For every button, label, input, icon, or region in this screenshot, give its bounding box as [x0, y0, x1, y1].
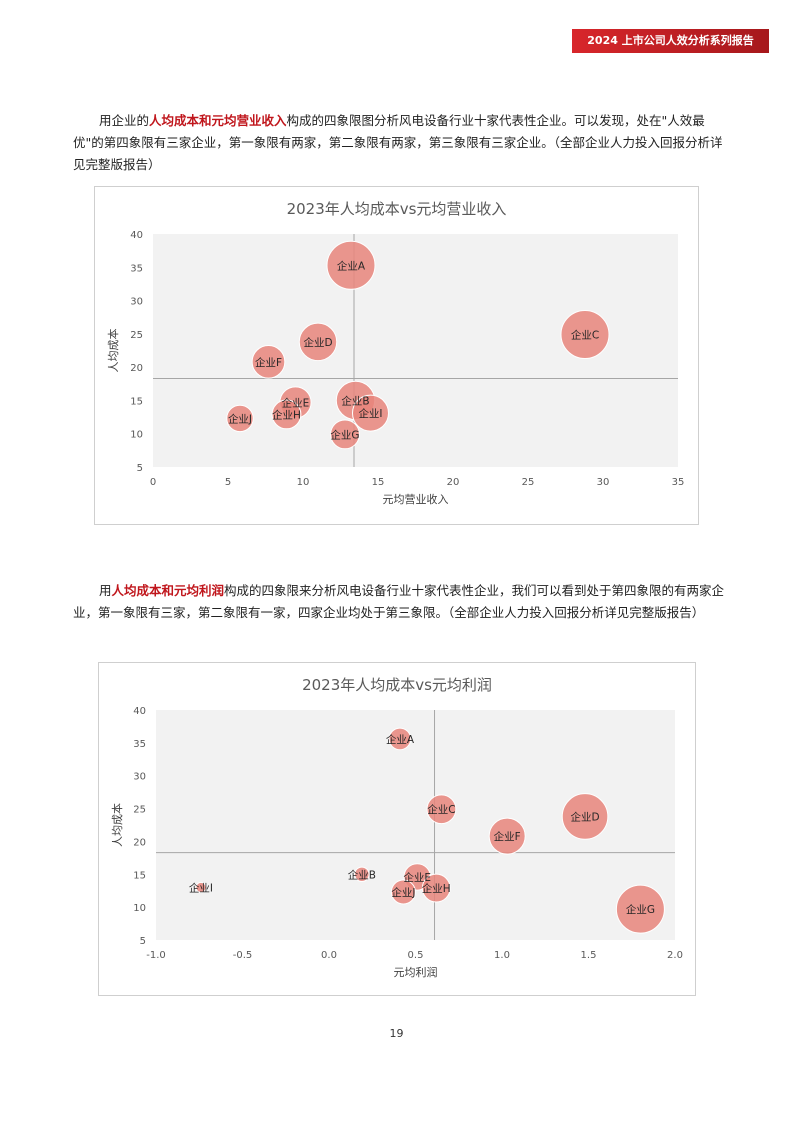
y-tick-label: 25 — [133, 805, 146, 816]
bubble — [488, 817, 526, 855]
bubble — [326, 240, 376, 290]
y-tick-label: 40 — [133, 706, 146, 717]
x-tick-label: 1.0 — [494, 950, 510, 961]
y-axis-label: 人均成本 — [110, 803, 124, 847]
y-tick-label: 35 — [133, 739, 146, 750]
paragraph1-post: 构成的四象限图分析风电设备行业十家代表性企业。可以发现，处在"人效最优"的第四象… — [73, 113, 723, 172]
bubble — [352, 394, 389, 432]
bubble — [421, 873, 451, 903]
y-axis-label: 人均成本 — [106, 329, 120, 373]
data-label: 企业A — [386, 733, 415, 746]
bubble — [271, 399, 302, 430]
bubble — [251, 344, 286, 379]
bubble — [298, 322, 338, 362]
bubble — [330, 419, 360, 450]
chart-title: 2023年人均成本vs元均营业收入 — [287, 200, 507, 218]
bubble — [560, 310, 610, 360]
data-label: 企业F — [494, 830, 521, 843]
data-label: 企业B — [341, 394, 369, 407]
x-tick-label: 0.0 — [321, 950, 337, 961]
y-tick-label: 15 — [133, 870, 146, 881]
paragraph-revenue-analysis: 用企业的人均成本和元均营业收入构成的四象限图分析风电设备行业十家代表性企业。可以… — [73, 110, 725, 176]
bubble — [561, 793, 609, 840]
y-tick-label: 25 — [130, 330, 143, 341]
y-tick-label: 30 — [133, 772, 146, 783]
y-tick-label: 30 — [130, 297, 143, 308]
x-tick-label: -1.0 — [146, 950, 166, 961]
data-label: 企业C — [571, 329, 599, 342]
x-axis-label: 元均营业收入 — [383, 492, 449, 506]
paragraph1-pre: 用企业的 — [99, 113, 150, 128]
x-tick-label: 25 — [522, 477, 535, 488]
y-tick-label: 5 — [140, 936, 146, 947]
x-tick-label: 20 — [447, 477, 460, 488]
chart-cost-vs-profit: 2023年人均成本vs元均利润 5 10 15 20 25 30 35 40 -1.0 -0.5 0.… — [98, 662, 696, 996]
x-tick-label: 0 — [150, 477, 156, 488]
x-tick-label: 2.0 — [667, 950, 683, 961]
data-label: 企业D — [303, 336, 332, 349]
data-label: 企业A — [337, 259, 366, 272]
bubble — [426, 794, 457, 825]
bubble — [226, 404, 254, 433]
y-tick-label: 15 — [130, 396, 143, 407]
y-tick-label: 40 — [130, 230, 143, 241]
y-tick-label: 35 — [130, 263, 143, 274]
y-tick-label: 20 — [133, 837, 146, 848]
y-tick-label: 5 — [137, 463, 143, 474]
data-label: 企业I — [358, 407, 382, 420]
bubble — [195, 881, 207, 893]
paragraph1-highlight: 人均成本和元均营业收入 — [149, 113, 287, 128]
x-tick-label: -0.5 — [233, 950, 253, 961]
data-label: 企业E — [403, 871, 431, 884]
data-label: 企业F — [255, 356, 282, 369]
data-label: 企业D — [570, 810, 599, 823]
chart-cost-vs-profit-svg: 2023年人均成本vs元均利润 5 10 15 20 25 30 35 40 -1.0 -0.5 0.… — [110, 676, 683, 979]
x-axis-label: 元均利润 — [394, 965, 438, 979]
page-number: 19 — [389, 1027, 404, 1040]
paragraph2-pre: 用 — [99, 583, 112, 598]
x-tick-label: 15 — [372, 477, 385, 488]
data-label: 企业B — [348, 868, 376, 881]
data-label: 企业G — [330, 428, 359, 441]
bubble — [390, 879, 416, 905]
y-tick-label: 10 — [130, 430, 143, 441]
data-label: 企业J — [391, 886, 415, 899]
x-tick-label: 10 — [297, 477, 310, 488]
y-tick-label: 20 — [130, 363, 143, 374]
chart-title: 2023年人均成本vs元均利润 — [302, 676, 492, 694]
paragraph2-post: 构成的四象限来分析风电设备行业十家代表性企业，我们可以看到处于第四象限的有两家企… — [73, 583, 725, 620]
data-label: 企业C — [427, 803, 455, 816]
y-tick-label: 10 — [133, 903, 146, 914]
x-tick-label: 35 — [672, 477, 685, 488]
report-series-badge: 2024 上市公司人效分析系列报告 — [572, 29, 769, 53]
data-label: 企业E — [282, 396, 310, 409]
data-label: 企业J — [228, 412, 252, 425]
data-label: 企业I — [189, 881, 213, 894]
chart-cost-vs-revenue: 2023年人均成本vs元均营业收入 5 10 15 20 25 30 35 40 0 5 10 15 20… — [94, 186, 699, 525]
bubble — [388, 727, 412, 751]
bubble — [615, 884, 665, 934]
x-tick-label: 5 — [225, 477, 231, 488]
x-tick-label: 1.5 — [581, 950, 597, 961]
data-label: 企业H — [422, 882, 451, 895]
bubble — [354, 866, 370, 882]
paragraph-profit-analysis: 用人均成本和元均利润构成的四象限来分析风电设备行业十家代表性企业，我们可以看到处… — [73, 580, 725, 624]
x-tick-label: 0.5 — [408, 950, 424, 961]
data-label: 企业G — [626, 903, 655, 916]
paragraph2-highlight: 人均成本和元均利润 — [111, 583, 225, 598]
x-tick-label: 30 — [597, 477, 610, 488]
data-label: 企业H — [272, 408, 301, 421]
